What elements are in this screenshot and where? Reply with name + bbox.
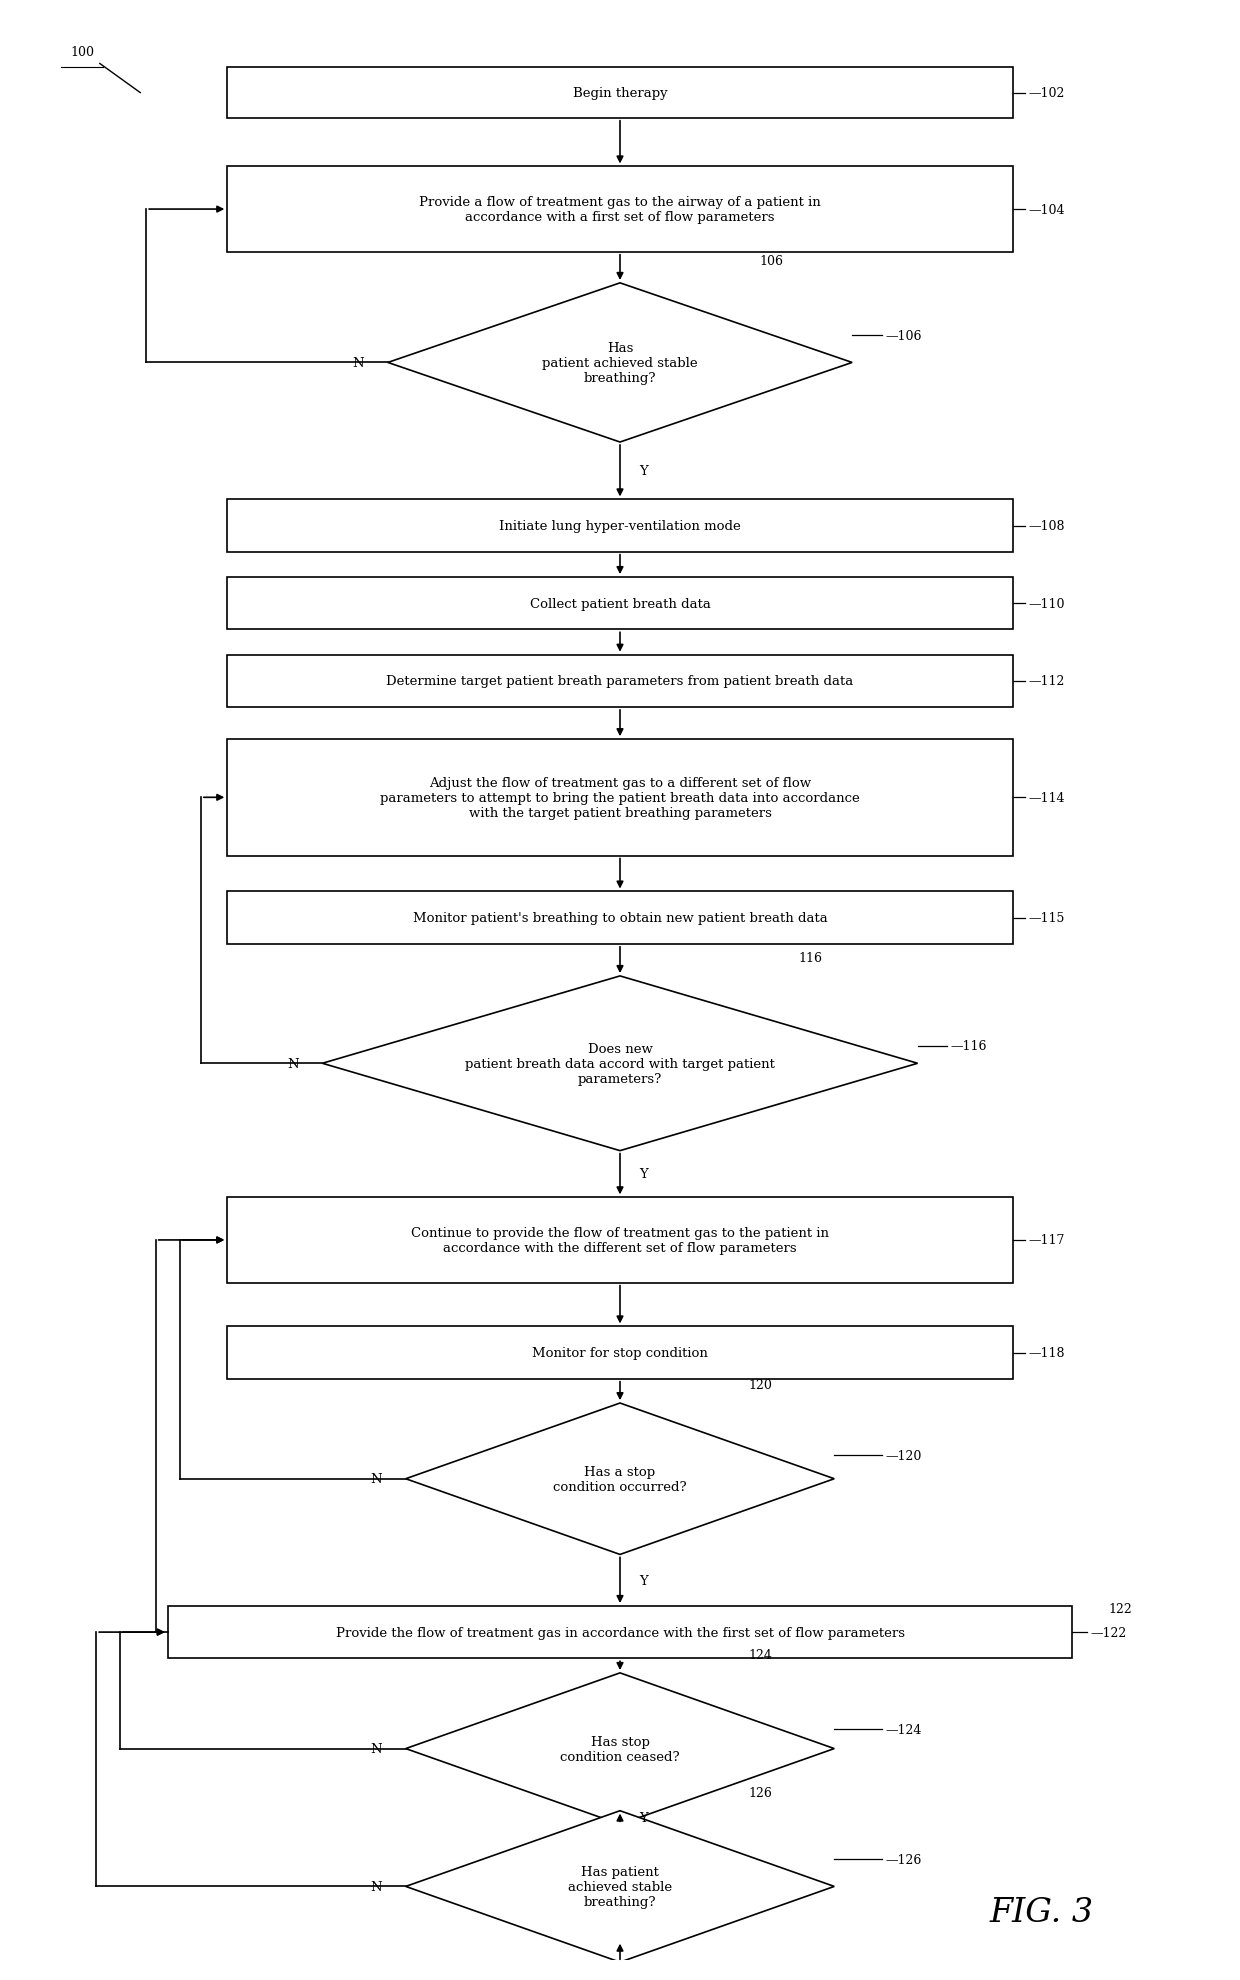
Text: —124: —124 (885, 1723, 921, 1736)
Text: Does new
patient breath data accord with target patient
parameters?: Does new patient breath data accord with… (465, 1041, 775, 1085)
FancyBboxPatch shape (227, 501, 1013, 552)
Polygon shape (405, 1404, 835, 1554)
Polygon shape (322, 976, 918, 1150)
Polygon shape (388, 283, 852, 444)
Text: Continue to provide the flow of treatment gas to the patient in
accordance with : Continue to provide the flow of treatmen… (410, 1226, 830, 1253)
Polygon shape (405, 1812, 835, 1962)
FancyBboxPatch shape (227, 67, 1013, 119)
Text: FIG. 3: FIG. 3 (990, 1895, 1094, 1929)
FancyBboxPatch shape (227, 741, 1013, 855)
FancyBboxPatch shape (167, 1606, 1073, 1659)
Text: Has stop
condition ceased?: Has stop condition ceased? (560, 1734, 680, 1762)
Text: —115: —115 (1028, 911, 1065, 925)
FancyBboxPatch shape (227, 1327, 1013, 1378)
Text: —110: —110 (1028, 598, 1065, 610)
Text: N: N (352, 356, 363, 370)
Text: —106: —106 (885, 329, 923, 343)
Text: Initiate lung hyper-ventilation mode: Initiate lung hyper-ventilation mode (500, 519, 740, 533)
Text: N: N (371, 1473, 382, 1485)
Text: Y: Y (639, 1168, 647, 1180)
Text: —108: —108 (1028, 519, 1065, 533)
FancyBboxPatch shape (227, 655, 1013, 707)
Text: N: N (371, 1742, 382, 1754)
Text: Provide a flow of treatment gas to the airway of a patient in
accordance with a : Provide a flow of treatment gas to the a… (419, 196, 821, 224)
Text: —117: —117 (1028, 1234, 1065, 1247)
FancyBboxPatch shape (227, 166, 1013, 253)
Text: 116: 116 (799, 952, 822, 964)
Text: Provide the flow of treatment gas in accordance with the first set of flow param: Provide the flow of treatment gas in acc… (336, 1626, 904, 1639)
Text: N: N (286, 1057, 299, 1071)
Text: 124: 124 (749, 1649, 773, 1661)
Text: —118: —118 (1028, 1346, 1065, 1360)
Text: 106: 106 (759, 255, 784, 267)
Text: Monitor for stop condition: Monitor for stop condition (532, 1346, 708, 1360)
Text: N: N (371, 1879, 382, 1893)
Text: —122: —122 (1090, 1626, 1126, 1639)
Text: —104: —104 (1028, 204, 1065, 216)
Text: Adjust the flow of treatment gas to a different set of flow
parameters to attemp: Adjust the flow of treatment gas to a di… (381, 776, 859, 820)
Text: —114: —114 (1028, 792, 1065, 804)
Text: Has
patient achieved stable
breathing?: Has patient achieved stable breathing? (542, 343, 698, 384)
Text: Y: Y (639, 465, 647, 477)
Text: 122: 122 (1109, 1602, 1132, 1616)
Text: —120: —120 (885, 1449, 921, 1461)
Text: Collect patient breath data: Collect patient breath data (529, 598, 711, 610)
Text: —126: —126 (885, 1853, 921, 1865)
Text: 120: 120 (749, 1378, 773, 1392)
FancyBboxPatch shape (227, 1198, 1013, 1283)
Text: —112: —112 (1028, 675, 1065, 687)
Text: Determine target patient breath parameters from patient breath data: Determine target patient breath paramete… (387, 675, 853, 687)
Text: Monitor patient's breathing to obtain new patient breath data: Monitor patient's breathing to obtain ne… (413, 911, 827, 925)
Text: Y: Y (639, 1812, 647, 1824)
Text: 126: 126 (749, 1786, 773, 1800)
Text: —116: —116 (951, 1040, 987, 1053)
FancyBboxPatch shape (227, 578, 1013, 630)
Text: Y: Y (639, 1574, 647, 1586)
Text: —102: —102 (1028, 87, 1065, 101)
Text: Has patient
achieved stable
breathing?: Has patient achieved stable breathing? (568, 1865, 672, 1909)
Text: 100: 100 (69, 46, 94, 59)
FancyBboxPatch shape (227, 893, 1013, 944)
Text: Has a stop
condition occurred?: Has a stop condition occurred? (553, 1465, 687, 1493)
Polygon shape (405, 1673, 835, 1824)
Text: Begin therapy: Begin therapy (573, 87, 667, 101)
